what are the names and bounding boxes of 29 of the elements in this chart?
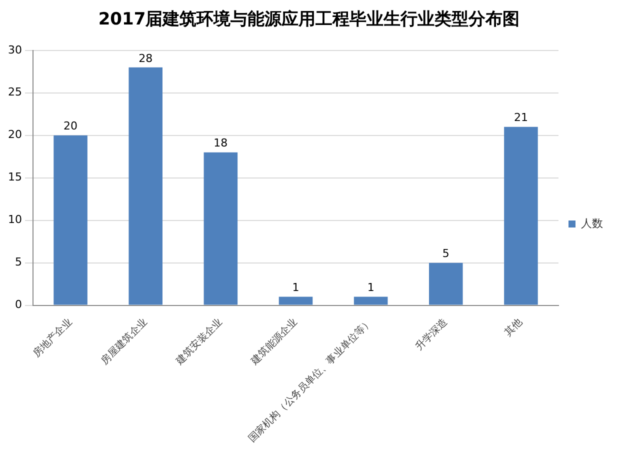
x-tick-label: 其他 — [502, 316, 525, 339]
bar — [429, 262, 463, 305]
y-tick-label: 20 — [8, 128, 22, 142]
y-tick-label: 10 — [8, 213, 22, 226]
bar — [54, 135, 88, 305]
y-tick-label: 15 — [8, 170, 22, 184]
x-tick-label: 房地产企业 — [30, 316, 74, 360]
data-label: 1 — [367, 281, 374, 294]
data-label: 20 — [64, 120, 78, 133]
x-tick-label: 升学深造 — [413, 316, 450, 353]
bar — [354, 296, 388, 305]
data-label: 1 — [292, 281, 300, 294]
bar — [504, 126, 538, 305]
y-tick-label: 5 — [14, 256, 22, 269]
bar — [204, 152, 238, 305]
data-label: 28 — [138, 52, 153, 65]
x-tick-label: 建筑安装企业 — [173, 316, 225, 368]
data-label: 18 — [214, 136, 228, 150]
data-label: 5 — [442, 247, 450, 260]
legend-label: 人数 — [581, 216, 603, 230]
data-label: 21 — [514, 111, 528, 124]
y-tick-label: 25 — [8, 86, 22, 99]
chart-title: 2017届建筑环境与能源应用工程毕业生行业类型分布图 — [98, 10, 520, 30]
x-tick-label: 房屋建筑企业 — [98, 316, 150, 367]
y-tick-label: 0 — [14, 298, 22, 312]
y-tick-label: 30 — [8, 43, 22, 56]
bar — [278, 296, 313, 305]
bar — [128, 67, 162, 305]
x-tick-label: 建筑能源企业 — [248, 316, 300, 368]
